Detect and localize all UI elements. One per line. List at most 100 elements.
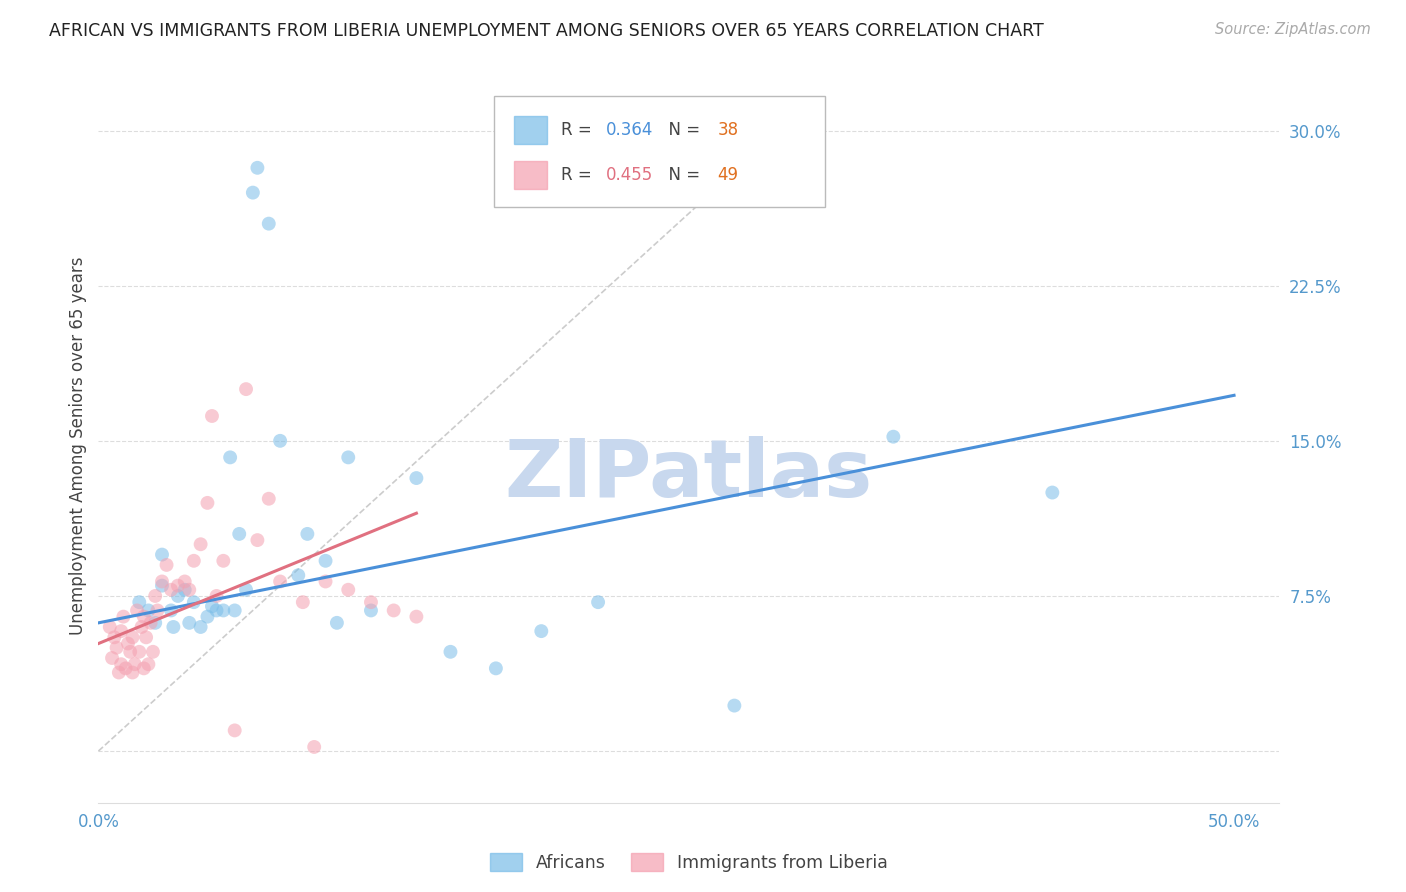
Point xyxy=(291,595,314,609)
Point xyxy=(228,527,250,541)
Text: Source: ZipAtlas.com: Source: ZipAtlas.com xyxy=(1215,22,1371,37)
Point xyxy=(103,630,125,644)
Point xyxy=(183,554,205,568)
Point xyxy=(360,603,382,617)
Point xyxy=(110,657,132,672)
Point xyxy=(114,661,136,675)
Point xyxy=(125,603,148,617)
Point xyxy=(405,471,427,485)
Point xyxy=(224,603,246,617)
Point xyxy=(110,624,132,639)
Point xyxy=(128,645,150,659)
Legend: Africans, Immigrants from Liberia: Africans, Immigrants from Liberia xyxy=(484,847,894,879)
Point xyxy=(257,491,280,506)
Point xyxy=(485,661,508,675)
Point xyxy=(124,657,146,672)
Point xyxy=(143,615,166,630)
Point xyxy=(121,665,143,680)
Point xyxy=(287,568,309,582)
Text: N =: N = xyxy=(658,166,706,184)
Point xyxy=(205,603,228,617)
Point xyxy=(269,574,291,589)
Text: 0.455: 0.455 xyxy=(606,166,654,184)
Point xyxy=(219,450,242,465)
Text: R =: R = xyxy=(561,166,598,184)
Point xyxy=(105,640,128,655)
Point xyxy=(190,620,212,634)
Point xyxy=(205,589,228,603)
Point xyxy=(167,579,190,593)
Point xyxy=(183,595,205,609)
Point xyxy=(586,595,609,609)
Point xyxy=(139,615,162,630)
Point xyxy=(167,589,190,603)
Point xyxy=(150,574,173,589)
Point xyxy=(530,624,553,639)
Bar xyxy=(515,161,547,189)
Point xyxy=(246,533,269,548)
Point xyxy=(315,554,337,568)
Point xyxy=(135,630,157,644)
Point xyxy=(108,665,131,680)
Text: AFRICAN VS IMMIGRANTS FROM LIBERIA UNEMPLOYMENT AMONG SENIORS OVER 65 YEARS CORR: AFRICAN VS IMMIGRANTS FROM LIBERIA UNEMP… xyxy=(49,22,1045,40)
Point xyxy=(132,609,155,624)
Point xyxy=(160,603,183,617)
Point xyxy=(882,430,904,444)
Point xyxy=(132,661,155,675)
Point xyxy=(297,527,319,541)
Point xyxy=(212,603,235,617)
Point xyxy=(242,186,264,200)
Point xyxy=(405,609,427,624)
Point xyxy=(201,599,224,614)
FancyBboxPatch shape xyxy=(494,96,825,207)
Point xyxy=(269,434,291,448)
Point xyxy=(173,574,195,589)
Point xyxy=(315,574,337,589)
Point xyxy=(143,589,166,603)
Point xyxy=(224,723,246,738)
Point xyxy=(382,603,405,617)
Point xyxy=(101,651,124,665)
Point xyxy=(337,450,360,465)
Text: 38: 38 xyxy=(717,121,738,139)
Point xyxy=(138,657,160,672)
Point xyxy=(723,698,745,713)
Text: ZIPatlas: ZIPatlas xyxy=(505,435,873,514)
Point xyxy=(302,739,325,754)
Y-axis label: Unemployment Among Seniors over 65 years: Unemployment Among Seniors over 65 years xyxy=(69,257,87,635)
Point xyxy=(120,645,142,659)
Point xyxy=(155,558,177,572)
Text: 49: 49 xyxy=(717,166,738,184)
Point xyxy=(121,630,143,644)
Point xyxy=(146,603,169,617)
Point xyxy=(179,615,201,630)
Point xyxy=(337,582,360,597)
Point xyxy=(179,582,201,597)
Point xyxy=(117,636,139,650)
Point xyxy=(138,603,160,617)
Bar xyxy=(515,116,547,145)
Point xyxy=(235,382,257,396)
Point xyxy=(190,537,212,551)
Point xyxy=(246,161,269,175)
Point xyxy=(201,409,224,423)
Point xyxy=(142,645,165,659)
Point xyxy=(128,595,150,609)
Point xyxy=(150,548,173,562)
Point xyxy=(360,595,382,609)
Point xyxy=(326,615,349,630)
Point xyxy=(173,582,195,597)
Point xyxy=(439,645,461,659)
Point xyxy=(1040,485,1063,500)
Point xyxy=(131,620,153,634)
Point xyxy=(212,554,235,568)
Point xyxy=(197,609,219,624)
Point xyxy=(150,579,173,593)
Point xyxy=(112,609,135,624)
Text: R =: R = xyxy=(561,121,598,139)
Point xyxy=(197,496,219,510)
Point xyxy=(257,217,280,231)
Point xyxy=(162,620,184,634)
Text: N =: N = xyxy=(658,121,706,139)
Point xyxy=(160,582,183,597)
